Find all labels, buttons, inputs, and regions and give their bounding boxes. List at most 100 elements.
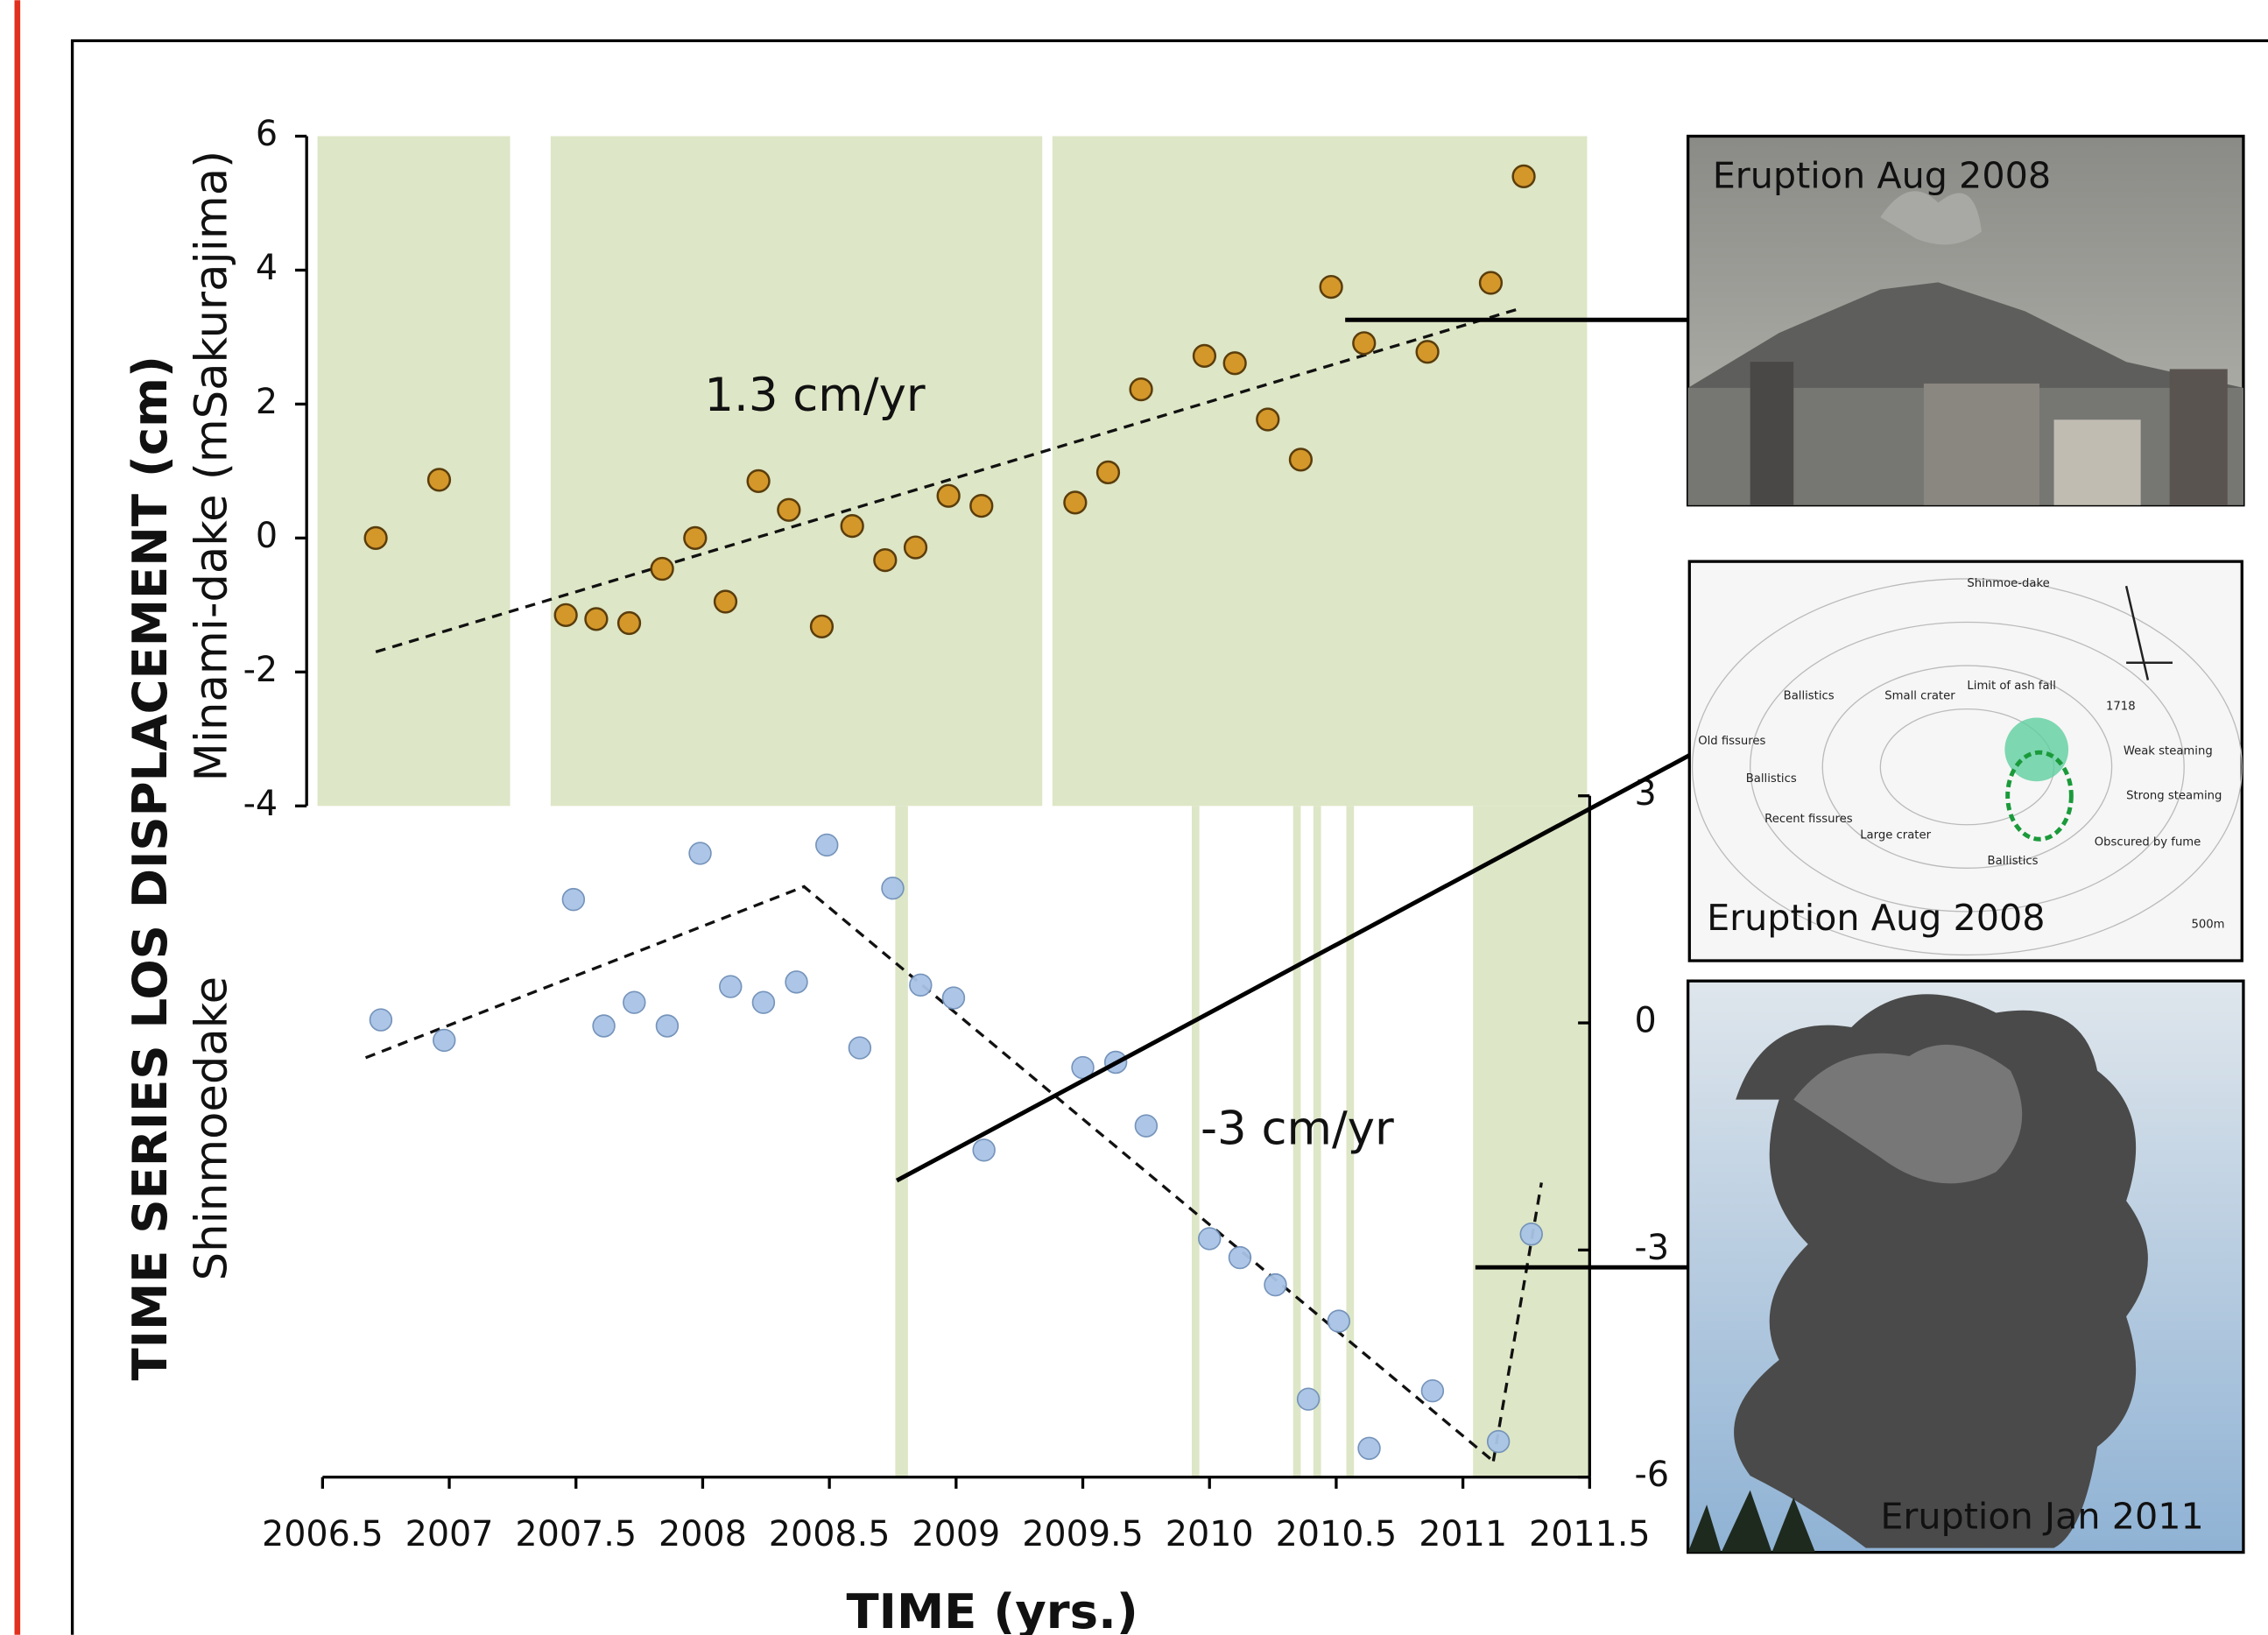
data-point [684,527,706,549]
shade-band [318,137,511,807]
figure: 6420-2-430-3-62006.520072007.520082008.5… [0,0,2268,1635]
data-point [943,987,965,1009]
data-point [905,537,926,559]
photo-panel: Eruption Aug 2008 [1688,137,2243,505]
data-point [1513,166,1535,187]
data-point [623,991,645,1013]
panel-caption: Eruption Aug 2008 [1707,897,2045,939]
photo-panel: Eruption Jan 2011 [1688,981,2243,1552]
map-label: Strong steaming [2126,790,2222,803]
map-label: Ballistics [1784,690,1835,703]
data-point [715,591,736,613]
data-point [593,1015,615,1037]
data-point [882,877,904,899]
annotation: 1.3 cm/yr [704,369,925,422]
data-point [1417,341,1439,363]
data-point [1135,1115,1157,1137]
data-point [785,971,807,993]
y2-label: Shinmoedake [185,976,237,1280]
map-label: 1718 [2106,700,2136,713]
x-tick-label: 2011 [1419,1514,1507,1554]
map-label: Small crater [1884,690,1955,703]
y2-tick-label: -3 [1635,1228,1670,1268]
map-label: Old fissures [1698,735,1765,748]
data-point [1257,409,1278,431]
data-point [428,469,450,490]
data-point [778,499,799,521]
y-tick-label: 4 [256,248,278,288]
data-point [811,616,833,638]
y-tick-label: -2 [243,650,278,690]
data-point [1321,276,1342,298]
data-point [816,835,838,856]
map-label: Ballistics [1746,772,1797,786]
page: {"chart_data":{"type":"scatter", "y_titl… [0,0,2268,1635]
x-tick-label: 2006.5 [262,1514,384,1554]
panel-caption: Eruption Aug 2008 [1713,154,2051,196]
y2-tick-label: -6 [1635,1455,1670,1495]
data-point [1199,1228,1221,1250]
data-point [748,470,770,492]
data-point [970,495,992,517]
data-point [842,515,863,537]
data-point [562,889,584,911]
y-title: TIME SERIES LOS DISPLACEMENT (cm) [122,356,178,1380]
data-point [849,1037,870,1059]
data-point [618,612,640,634]
data-point [1488,1431,1510,1453]
data-point [657,1015,679,1037]
y-tick-label: -4 [243,784,278,824]
map-label: Shinmoe-dake [1967,577,2049,590]
map-label: Limit of ash fall [1967,680,2055,693]
x-tick-label: 2008 [659,1514,747,1554]
y2-tick-label: 0 [1635,1001,1657,1041]
y-tick-label: 6 [256,114,278,154]
x-tick-label: 2010 [1166,1514,1254,1554]
map-label: Large crater [1860,828,1931,842]
data-point [1520,1223,1542,1245]
data-point [1480,272,1502,294]
data-point [1097,462,1119,483]
x-title: TIME (yrs.) [846,1583,1138,1635]
y-label: Minami-dake (mSakurajima) [185,151,237,781]
data-point [1229,1247,1251,1269]
data-point [1264,1274,1286,1296]
data-point [1358,1437,1380,1459]
data-point [1422,1380,1444,1402]
data-point [1298,1388,1320,1410]
data-point [1130,378,1152,400]
shade-band [551,137,1042,807]
data-point [720,976,742,997]
x-tick-label: 2008.5 [769,1514,891,1554]
annotation: -3 cm/yr [1201,1103,1394,1156]
shade-band [1473,806,1589,1476]
data-point [1194,345,1215,367]
x-tick-label: 2010.5 [1276,1514,1398,1554]
data-point [1353,332,1375,354]
y-tick-label: 0 [256,516,278,556]
data-point [365,527,387,549]
map-label: Recent fissures [1764,813,1853,826]
x-tick-label: 2011.5 [1529,1514,1651,1554]
y-tick-label: 2 [256,382,278,422]
shade-band [1192,806,1200,1476]
data-point [874,549,896,571]
data-point [973,1139,995,1161]
data-point [1328,1310,1349,1332]
data-point [370,1009,392,1031]
panel-caption: Eruption Jan 2011 [1880,1496,2203,1538]
shade-band [1053,137,1588,807]
map-label: 500m [2191,919,2224,932]
map-label: Obscured by fume [2095,836,2201,849]
x-tick-label: 2009.5 [1022,1514,1144,1554]
data-point [1224,352,1246,374]
data-point [555,604,577,626]
data-point [910,974,932,996]
data-point [753,991,775,1013]
x-tick-label: 2009 [912,1514,1000,1554]
map-label: Weak steaming [2124,745,2213,758]
data-point [652,558,673,580]
data-point [433,1030,455,1052]
data-point [1290,449,1312,471]
